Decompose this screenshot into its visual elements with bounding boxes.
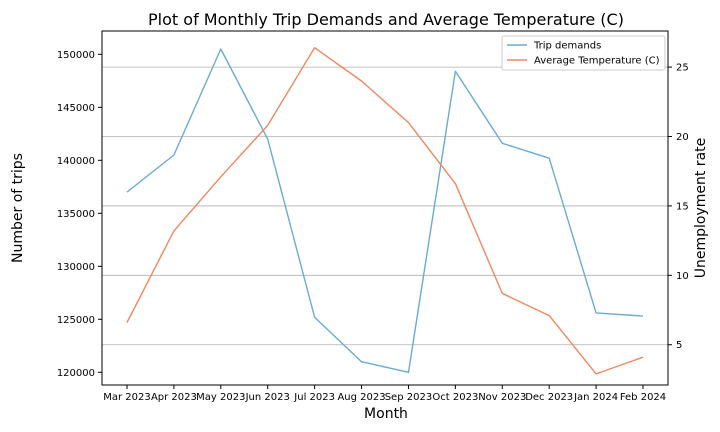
x-tick-label: Nov 2023 — [478, 392, 526, 403]
y-tick-label: 150000 — [57, 50, 95, 61]
y2-tick-label: 25 — [676, 63, 689, 74]
y-tick-label: 145000 — [57, 103, 95, 114]
legend-label-average-temperature: Average Temperature (C) — [534, 56, 660, 67]
y-tick-label: 135000 — [57, 209, 95, 220]
y-axis-left: 120000 125000 130000 135000 140000 145000 1500… — [57, 50, 102, 379]
plot-area-frame — [101, 30, 669, 386]
y-tick-label: 125000 — [57, 315, 95, 326]
legend-label-trip-demands: Trip demands — [533, 41, 601, 52]
x-tick-label: Jul 2023 — [293, 392, 335, 403]
y2-tick-label: 10 — [676, 271, 689, 282]
x-tick-label: Oct 2023 — [432, 392, 478, 403]
x-tick-label: Jun 2023 — [245, 392, 290, 403]
series-layer — [126, 47, 644, 375]
x-tick-label: Apr 2023 — [151, 392, 197, 403]
y-tick-label: 140000 — [57, 156, 95, 167]
y-tick-label: 130000 — [57, 262, 95, 273]
x-tick-label: Jan 2024 — [573, 392, 618, 403]
x-tick-label: Sep 2023 — [385, 392, 432, 403]
legend-box — [501, 35, 666, 71]
grid-lines — [102, 66, 668, 346]
x-tick-label: Aug 2023 — [337, 392, 385, 403]
y2-tick-label: 20 — [676, 132, 689, 143]
legend: Trip demands Average Temperature (C) — [501, 35, 666, 71]
x-axis: Mar 2023 Apr 2023 May 2023 Jun 2023 Jul 2023… — [103, 385, 666, 403]
y-tick-label: 120000 — [57, 368, 95, 379]
chart-title: Plot of Monthly Trip Demands and Average… — [148, 10, 624, 29]
series-line-average-temperature — [126, 47, 644, 375]
x-tick-label: May 2023 — [196, 392, 245, 403]
series-line-trip-demands — [126, 48, 644, 373]
x-tick-label: Mar 2023 — [103, 392, 151, 403]
x-tick-label: Dec 2023 — [525, 392, 573, 403]
y2-axis-label: Unemployment rate — [693, 138, 709, 279]
x-axis-label: Month — [364, 406, 408, 422]
y2-tick-label: 15 — [676, 201, 689, 212]
y2-tick-label: 5 — [676, 340, 682, 351]
y-axis-label: Number of trips — [10, 153, 26, 263]
x-tick-label: Feb 2024 — [620, 392, 666, 403]
y-axis-right: 5 10 15 20 25 — [668, 63, 689, 351]
